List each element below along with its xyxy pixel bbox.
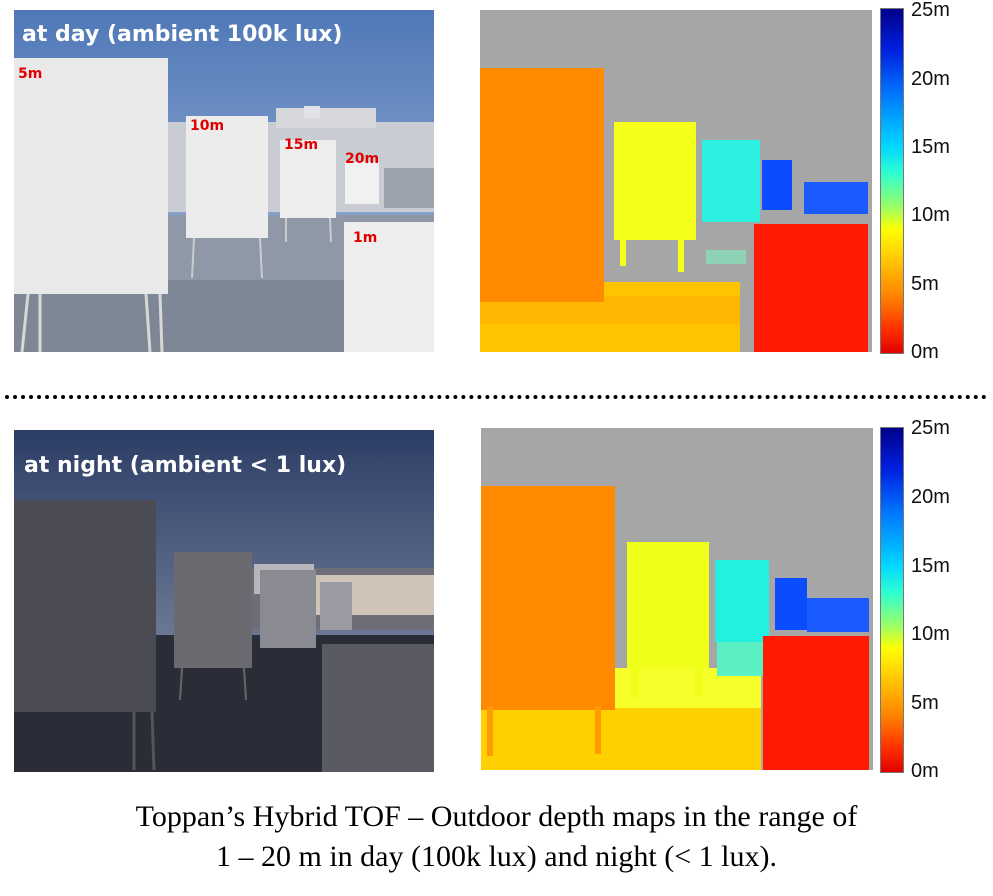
night-colorbar-tick: 0m xyxy=(911,760,939,782)
day-colorbar-tick: 25m xyxy=(911,0,950,21)
night-colorbar-tick: 10m xyxy=(911,623,950,645)
caption-line-2: 1 – 20 m in day (100k lux) and night (< … xyxy=(215,840,778,873)
distance-label-5m: 5m xyxy=(18,66,43,82)
day-colorbar-tick: 0m xyxy=(911,341,939,363)
day-label: at day (ambient 100k lux) xyxy=(22,22,343,47)
night-label: at night (ambient < 1 lux) xyxy=(24,453,347,478)
distance-label-1m: 1m xyxy=(353,230,378,246)
distance-label-20m: 20m xyxy=(345,151,380,167)
day-colorbar-tick: 10m xyxy=(911,204,950,226)
section-divider xyxy=(5,395,987,399)
distance-label-15m: 15m xyxy=(284,137,319,153)
day-photo xyxy=(14,10,434,352)
night-colorbar-tick: 20m xyxy=(911,486,950,508)
day-depth-map xyxy=(480,10,872,352)
caption-line-1: Toppan’s Hybrid TOF – Outdoor depth maps… xyxy=(135,800,858,833)
night-depth-map xyxy=(481,428,873,770)
day-colorbar xyxy=(880,8,904,354)
day-colorbar-tick: 5m xyxy=(911,273,939,295)
distance-label-10m: 10m xyxy=(190,118,225,134)
night-colorbar-tick: 15m xyxy=(911,555,950,577)
day-colorbar-tick: 15m xyxy=(911,136,950,158)
day-colorbar-tick: 20m xyxy=(911,68,950,90)
night-colorbar-tick: 5m xyxy=(911,692,939,714)
night-colorbar-tick: 25m xyxy=(911,417,950,439)
night-colorbar xyxy=(880,427,904,773)
night-photo xyxy=(14,430,434,772)
